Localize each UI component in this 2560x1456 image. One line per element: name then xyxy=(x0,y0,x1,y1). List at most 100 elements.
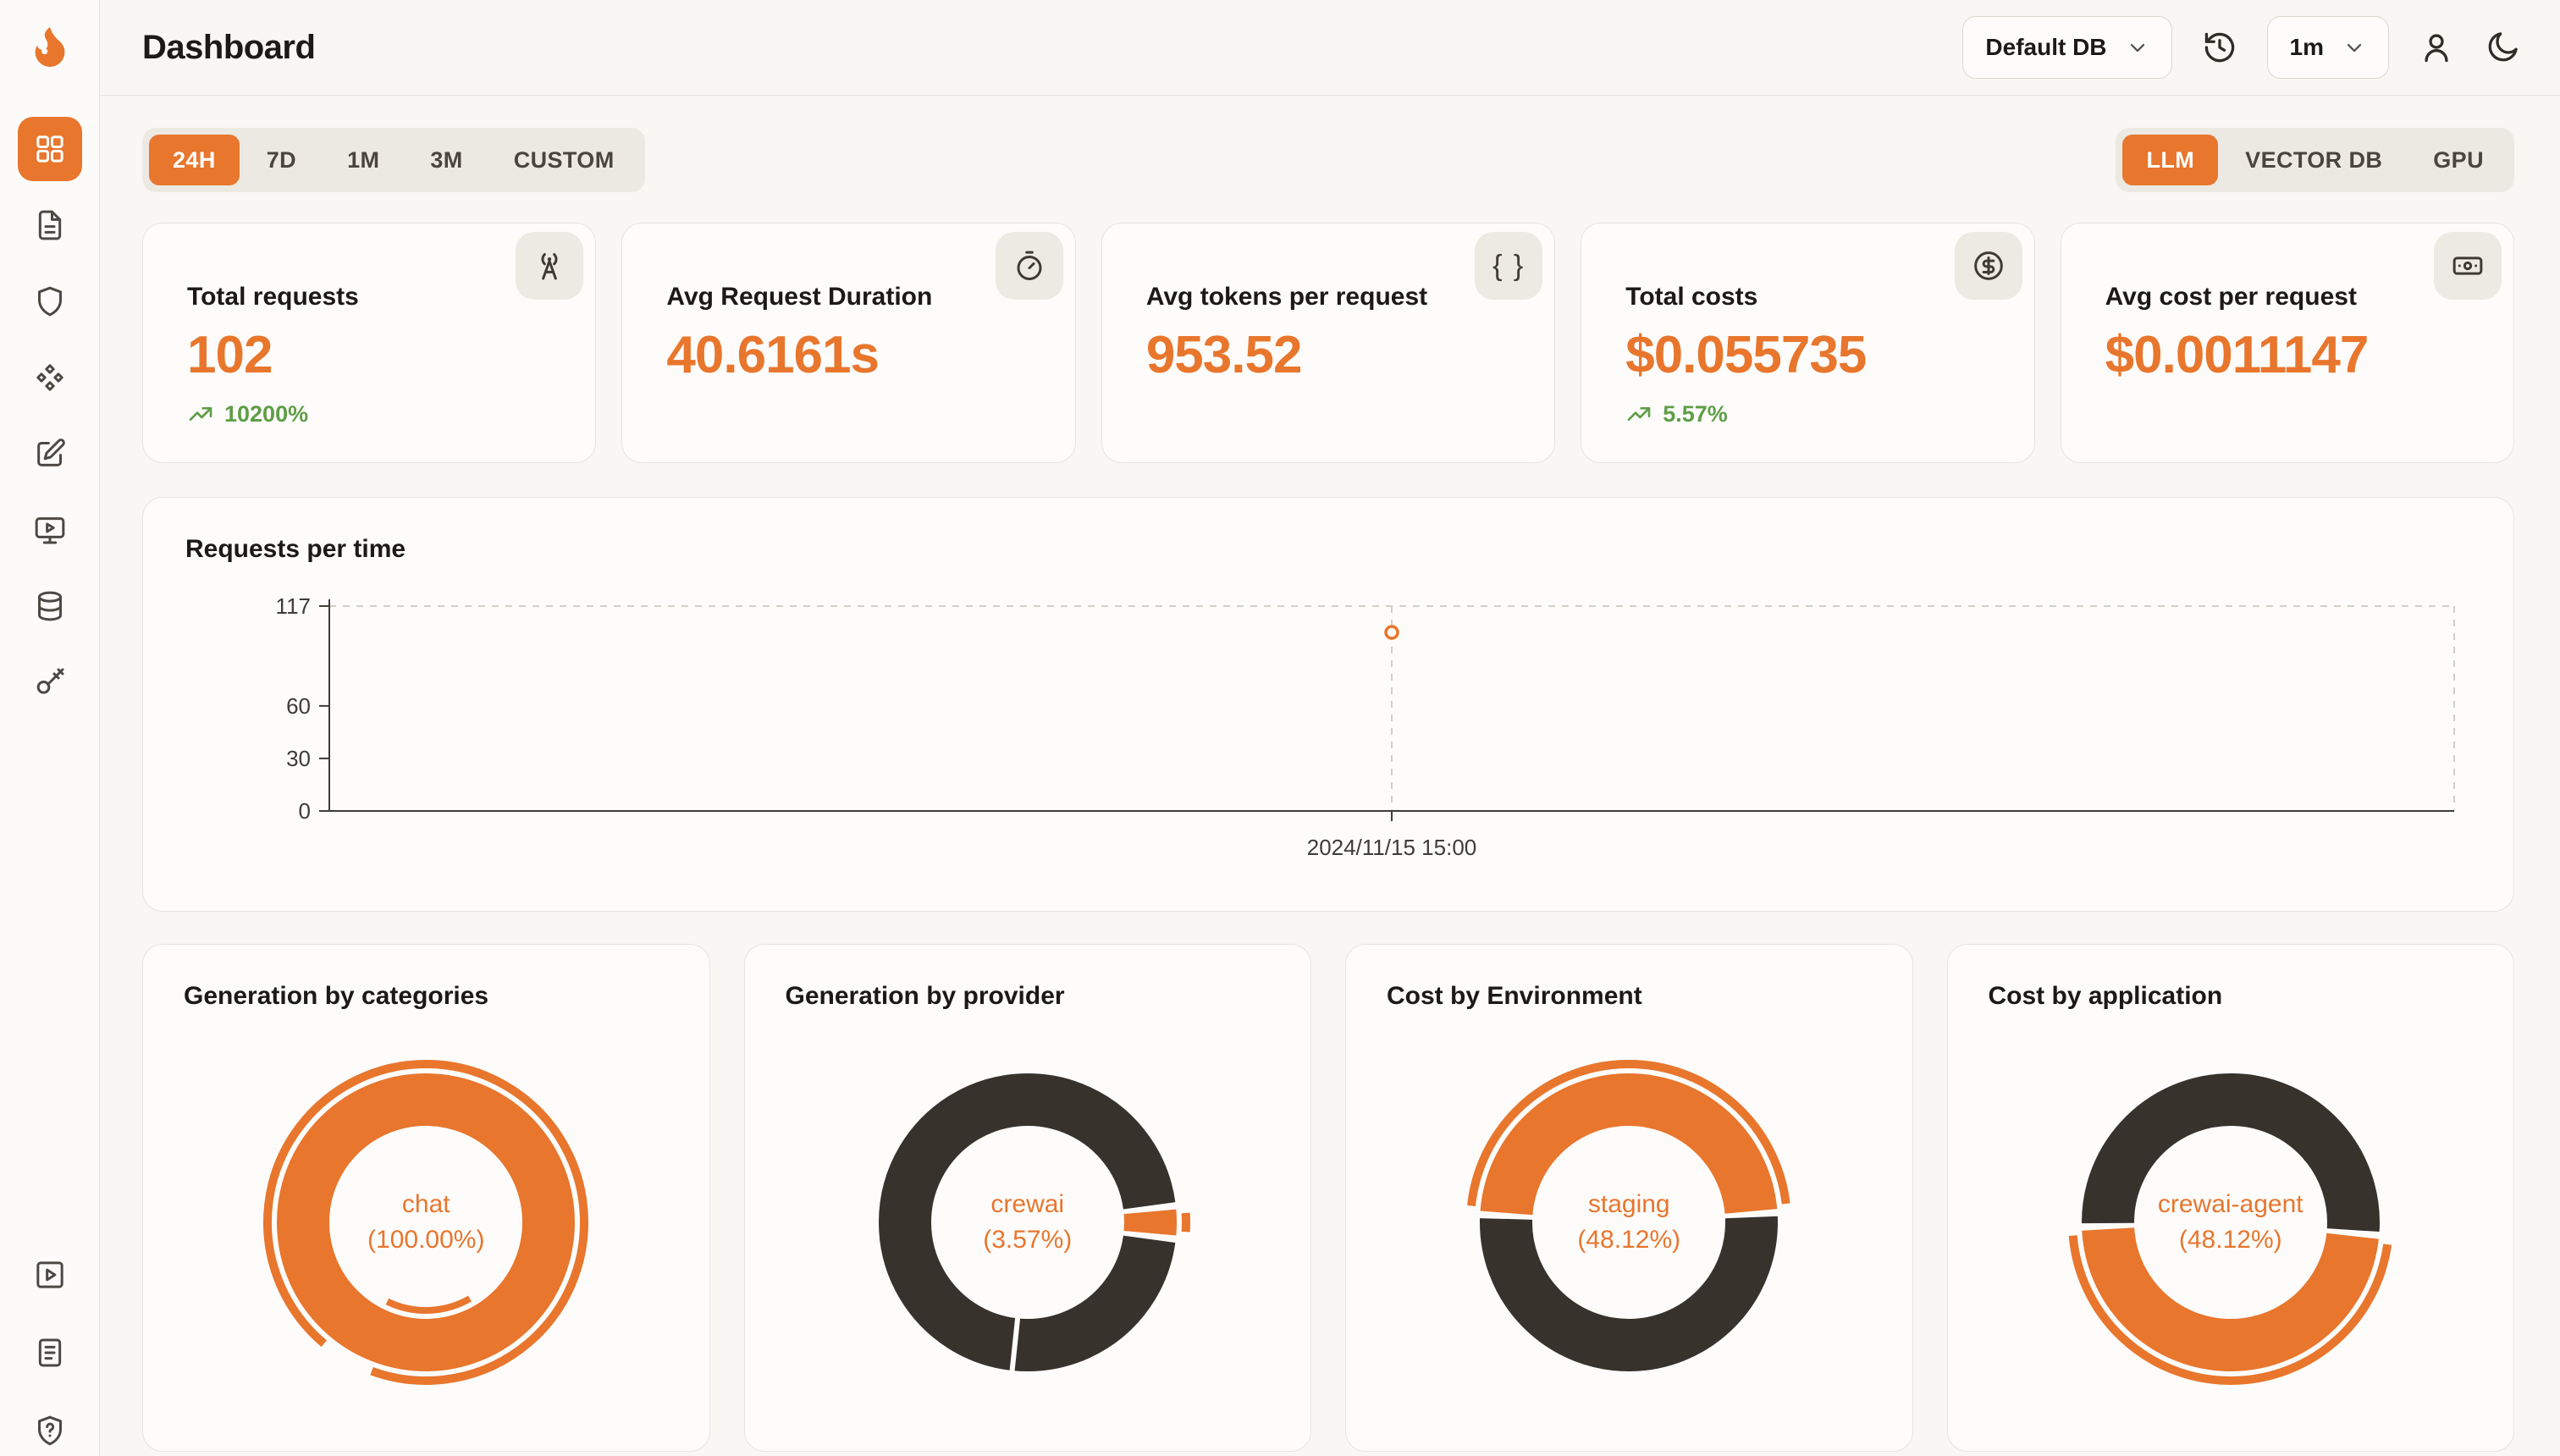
y-tick-label: 0 xyxy=(299,798,311,824)
sidebar-item-support[interactable] xyxy=(31,1412,69,1449)
donut-inner-ring xyxy=(385,1295,472,1314)
stat-card-total-requests: Total requests 102 10200% xyxy=(142,223,597,463)
sidebar-item-requests[interactable] xyxy=(18,193,82,257)
header: Dashboard Default DB 1m xyxy=(100,0,2560,96)
donut-active-ring xyxy=(2068,1235,2392,1385)
donut-slice-other[interactable] xyxy=(1480,1216,1779,1371)
tab-1m[interactable]: 1M xyxy=(323,135,403,185)
stat-value: $0.0011147 xyxy=(2105,326,2370,384)
donut-card-generation-by-provider: Generation by provider crewai (3.57%) xyxy=(743,944,1311,1452)
donut-divider xyxy=(1009,1316,1021,1373)
donut-slice-other[interactable] xyxy=(878,1073,1176,1371)
database-select-value: Default DB xyxy=(1985,34,2107,60)
file-lines-icon xyxy=(38,1338,61,1367)
donut-svg xyxy=(878,1073,1190,1373)
history-icon xyxy=(2204,32,2234,63)
card-title: Generation by provider xyxy=(785,982,1065,1010)
sidebar-item-api-keys[interactable] xyxy=(18,650,82,714)
stat-label: Total costs xyxy=(1625,283,1758,311)
shield-icon xyxy=(37,286,62,317)
donut-card-cost-by-application: Cost by application crewai-agent (48.12%… xyxy=(1946,944,2514,1452)
page-title: Dashboard xyxy=(142,28,316,66)
stat-card-total-costs: Total costs $0.055735 5.57% xyxy=(1581,223,2035,463)
trending-up-icon xyxy=(189,407,212,421)
database-icon xyxy=(37,591,62,621)
sidebar-item-integrations[interactable] xyxy=(18,345,82,410)
sidebar-item-getting-started[interactable] xyxy=(31,1256,69,1293)
theme-toggle-button[interactable] xyxy=(2484,29,2521,66)
flame-logo-icon xyxy=(35,26,64,67)
sidebar-item-evaluations[interactable] xyxy=(18,422,82,486)
donut-active-ring xyxy=(1467,1059,1790,1206)
key-icon xyxy=(36,668,63,694)
tab-7d[interactable]: 7D xyxy=(243,135,320,185)
dashboard-content: 24H 7D 1M 3M CUSTOM LLM VECTOR DB GPU xyxy=(100,96,2560,1456)
donut-slice-other[interactable] xyxy=(2081,1073,2380,1232)
stat-value: 102 xyxy=(187,326,273,384)
stat-value: $0.055735 xyxy=(1625,326,1867,384)
moon-icon xyxy=(2488,32,2518,62)
donut-slice-staging[interactable] xyxy=(1480,1073,1778,1216)
tab-3m[interactable]: 3M xyxy=(406,135,486,185)
donut-chart[interactable]: crewai (3.57%) xyxy=(850,1045,1206,1400)
requests-line-chart[interactable]: 0 30 60 117 2024/11/15 15:00 xyxy=(185,586,2471,870)
chevron-down-icon xyxy=(2347,43,2362,52)
file-text-icon xyxy=(38,210,61,240)
radio-tower-icon xyxy=(516,232,584,300)
donut-row: Generation by categories chat (100.00%) … xyxy=(142,944,2514,1452)
sidebar-item-exceptions[interactable] xyxy=(18,269,82,334)
donut-slice-crewai-agent[interactable] xyxy=(2082,1227,2379,1372)
donut-svg xyxy=(2068,1073,2392,1385)
stat-label: Avg Request Duration xyxy=(666,283,933,311)
sidebar-item-documentation[interactable] xyxy=(31,1334,69,1371)
donut-active-ring xyxy=(263,1060,589,1385)
y-tick-label: 60 xyxy=(286,693,311,719)
user-menu-button[interactable] xyxy=(2418,29,2455,66)
sidebar-footer xyxy=(31,1256,69,1456)
timer-icon xyxy=(995,232,1063,300)
circle-dollar-icon xyxy=(1954,232,2022,300)
sidebar-item-database-config[interactable] xyxy=(18,574,82,638)
stat-value: 40.6161s xyxy=(666,326,880,384)
stat-delta: 10200% xyxy=(187,400,595,427)
database-select[interactable]: Default DB xyxy=(1962,16,2172,79)
refresh-interval-select[interactable]: 1m xyxy=(2266,16,2389,79)
sidebar-item-dashboard[interactable] xyxy=(17,117,82,181)
donut-chart[interactable]: crewai-agent (48.12%) xyxy=(2053,1045,2408,1400)
sidebar-item-playground[interactable] xyxy=(18,498,82,562)
refresh-history-button[interactable] xyxy=(2201,29,2238,66)
card-title: Requests per time xyxy=(185,535,406,563)
sidebar-nav xyxy=(17,117,82,714)
line-chart-svg: 0 30 60 117 2024/11/15 15:00 xyxy=(276,593,2455,860)
header-controls: Default DB 1m xyxy=(1962,16,2521,79)
donut-chart[interactable]: staging (48.12%) xyxy=(1451,1045,1807,1400)
stat-card-avg-tokens-per-request: { } Avg tokens per request 953.52 xyxy=(1101,223,1556,463)
tab-custom[interactable]: CUSTOM xyxy=(490,135,638,185)
card-title: Cost by application xyxy=(1988,982,2223,1010)
donut-chart[interactable]: chat (100.00%) xyxy=(248,1045,604,1400)
card-title: Generation by categories xyxy=(184,982,489,1010)
tab-llm[interactable]: LLM xyxy=(2122,135,2219,185)
tab-vector-db[interactable]: VECTOR DB xyxy=(2221,135,2406,185)
stat-label: Avg cost per request xyxy=(2105,283,2357,311)
stat-value: 953.52 xyxy=(1145,326,1303,384)
tab-24h[interactable]: 24H xyxy=(149,135,240,185)
donut-slice-chat[interactable] xyxy=(277,1073,576,1371)
stat-card-avg-request-duration: Avg Request Duration 40.6161s xyxy=(621,223,1076,463)
shield-question-icon xyxy=(37,1415,62,1446)
tab-gpu[interactable]: GPU xyxy=(2409,135,2508,185)
stat-delta: 5.57% xyxy=(1625,400,2033,427)
x-tick-label: 2024/11/15 15:00 xyxy=(1307,835,1476,860)
chart-data-point[interactable] xyxy=(1384,625,1399,640)
y-tick-label: 117 xyxy=(276,593,311,619)
monitor-play-icon xyxy=(35,517,64,544)
scope-tabs: LLM VECTOR DB GPU xyxy=(2116,128,2514,192)
stat-card-avg-cost-per-request: Avg cost per request $0.0011147 xyxy=(2060,223,2515,463)
donut-card-generation-by-categories: Generation by categories chat (100.00%) xyxy=(142,944,710,1452)
trending-up-icon xyxy=(1627,407,1651,421)
app-logo[interactable] xyxy=(25,0,74,95)
stats-row: Total requests 102 10200% Avg Request Du… xyxy=(142,223,2515,463)
play-square-icon xyxy=(36,1261,63,1288)
donut-svg xyxy=(263,1060,589,1385)
y-tick-label: 30 xyxy=(286,746,311,771)
